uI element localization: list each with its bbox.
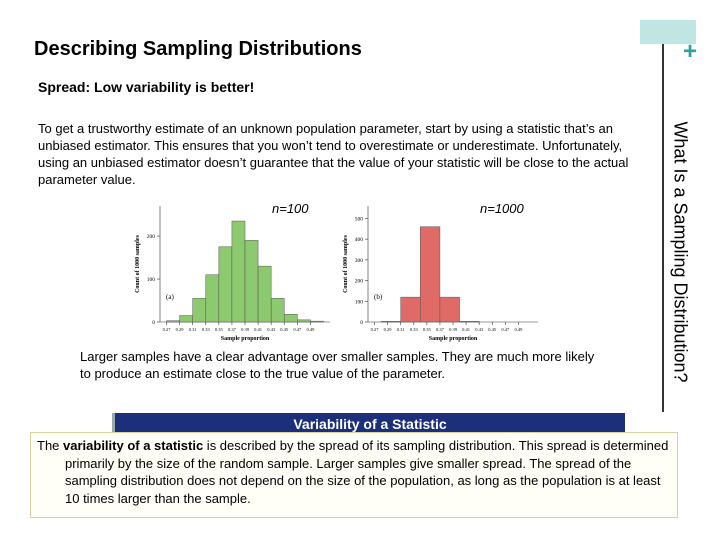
x-tick-label: 0.43 (267, 327, 276, 332)
y-tick-label: 300 (355, 258, 364, 264)
x-tick-label: 0.49 (306, 327, 315, 332)
x-tick-label: 0.35 (215, 327, 224, 332)
x-tick-label: 0.29 (384, 327, 393, 332)
x-tick-label: 0.41 (254, 327, 262, 332)
panel-label: (a) (166, 293, 174, 301)
side-title: What Is a Sampling Distribution? (670, 121, 691, 383)
slide-title: Describing Sampling Distributions (34, 38, 362, 60)
definition-title: Variability of a Statistic (112, 413, 625, 433)
caption: Larger samples have a clear advantage ov… (80, 349, 595, 381)
bar (400, 296, 421, 323)
bar (218, 246, 233, 323)
panel-label: (b) (374, 293, 383, 301)
x-tick-label: 0.33 (410, 327, 419, 332)
plus-icon: + (683, 38, 698, 65)
histogram: 0 100 200 300 400 500 0.27 0.29 0.31 0.33 0.35 0.37… (343, 206, 538, 342)
figure-label: n=100 (270, 201, 311, 216)
subtitle: Spread: Low variability is better! (38, 79, 255, 95)
x-tick-label: 0.43 (475, 327, 484, 332)
bar (257, 265, 272, 323)
y-tick-label: 100 (147, 277, 156, 283)
divider (662, 44, 664, 412)
bar (244, 240, 259, 323)
y-tick-label: 200 (147, 234, 156, 240)
histogram: 0 100 200 0.27 0.29 0.31 0.33 0.35 0.37 0.39 0.41 0… (135, 206, 330, 342)
y-tick-label: 0 (152, 320, 155, 326)
text: is described by the spread of its sampli… (65, 438, 669, 506)
bar (439, 296, 460, 323)
bar (270, 298, 285, 323)
bar (459, 321, 480, 323)
term: variability of a statistic (63, 438, 204, 453)
x-tick-label: 0.29 (176, 327, 185, 332)
y-tick-label: 0 (360, 320, 363, 326)
x-tick-label: 0.45 (280, 327, 289, 332)
bar (205, 274, 220, 323)
x-tick-label: 0.41 (462, 327, 470, 332)
bar (420, 226, 441, 323)
x-tick-label: 0.27 (163, 327, 172, 332)
x-axis-label: Sample proportion (221, 336, 270, 342)
bar (310, 320, 324, 323)
definition-box: The variability of a statistic is descri… (30, 432, 678, 518)
x-tick-label: 0.31 (397, 327, 405, 332)
bar (231, 220, 246, 323)
x-tick-label: 0.47 (293, 327, 302, 332)
x-tick-label: 0.33 (202, 327, 211, 332)
y-axis-label: Count of 1000 samples (135, 234, 141, 293)
paragraph: To get a trustworthy estimate of an unkn… (38, 121, 629, 187)
x-tick-label: 0.47 (501, 327, 510, 332)
x-axis-label: Sample proportion (429, 336, 478, 342)
x-tick-label: 0.27 (371, 327, 380, 332)
bar (380, 321, 401, 323)
corner-block (640, 20, 696, 44)
x-tick-label: 0.45 (488, 327, 497, 332)
x-tick-label: 0.35 (423, 327, 432, 332)
x-tick-label: 0.37 (228, 327, 237, 332)
bar (297, 319, 311, 323)
figure-label: n=1000 (478, 201, 526, 216)
x-tick-label: 0.39 (449, 327, 458, 332)
y-tick-label: 500 (355, 216, 364, 222)
y-tick-label: 100 (355, 299, 364, 305)
x-tick-label: 0.39 (241, 327, 250, 332)
y-tick-label: 400 (355, 237, 364, 243)
bar (192, 298, 207, 323)
text: The (37, 438, 64, 453)
x-tick-label: 0.31 (189, 327, 197, 332)
bar (179, 315, 193, 323)
x-tick-label: 0.37 (436, 327, 445, 332)
y-axis-label: Count of 1000 samples (343, 234, 349, 293)
x-tick-label: 0.49 (514, 327, 523, 332)
bar (166, 320, 180, 323)
y-tick-label: 200 (355, 279, 364, 285)
bar (283, 314, 298, 323)
